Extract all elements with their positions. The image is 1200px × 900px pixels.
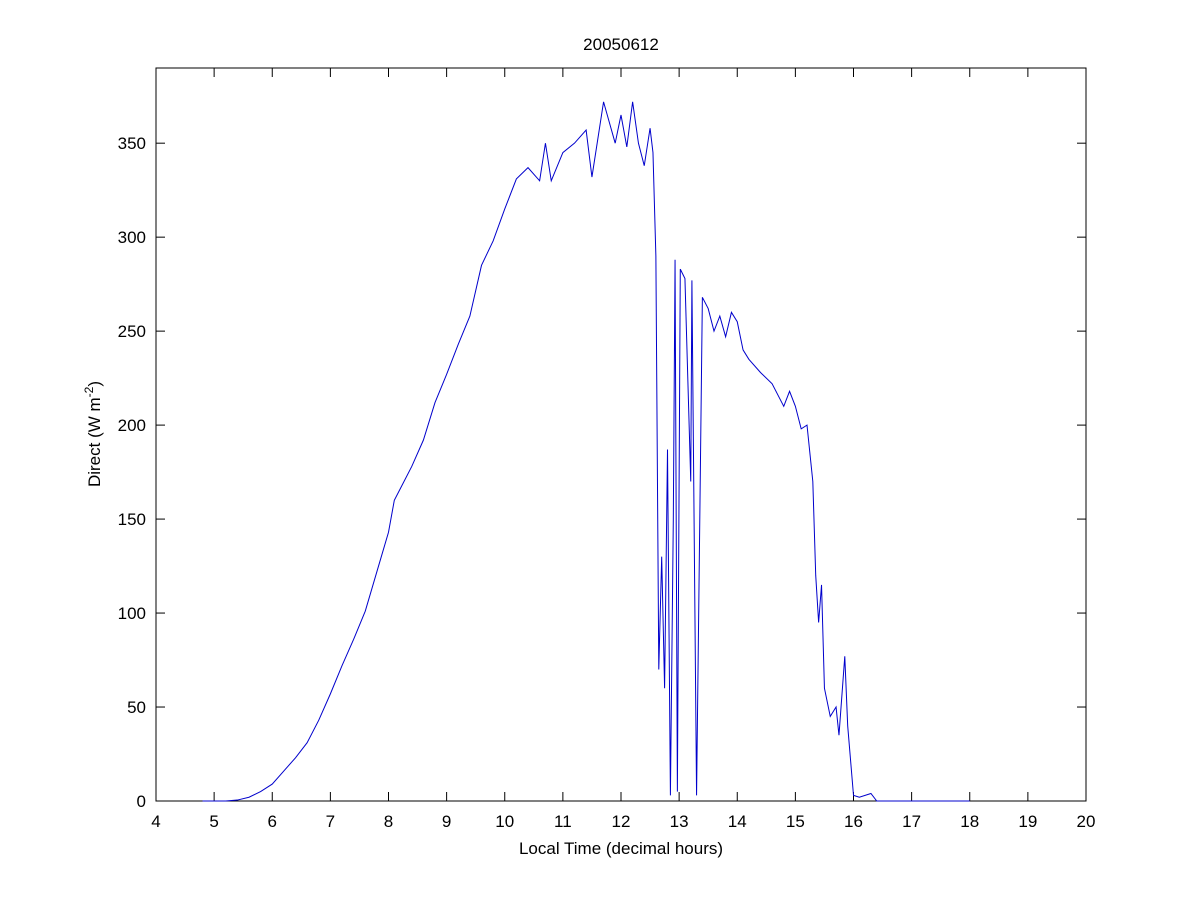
y-tick-label: 250 (118, 322, 146, 341)
x-tick-label: 15 (786, 812, 805, 831)
x-tick-label: 18 (960, 812, 979, 831)
y-label-text: Direct (W m (85, 397, 104, 487)
x-tick-label: 4 (151, 812, 160, 831)
x-tick-label: 12 (612, 812, 631, 831)
x-tick-label: 20 (1077, 812, 1096, 831)
y-tick-label: 200 (118, 416, 146, 435)
x-tick-label: 9 (442, 812, 451, 831)
x-tick-label: 13 (670, 812, 689, 831)
y-label-sup: -2 (82, 386, 96, 397)
x-tick-label: 5 (209, 812, 218, 831)
x-tick-label: 19 (1018, 812, 1037, 831)
x-tick-label: 10 (495, 812, 514, 831)
data-line (202, 101, 970, 802)
x-axis-label: Local Time (decimal hours) (519, 839, 723, 858)
y-tick-label: 350 (118, 134, 146, 153)
x-tick-label: 6 (268, 812, 277, 831)
x-tick-label: 11 (554, 812, 572, 831)
y-tick-label: 150 (118, 510, 146, 529)
chart-title: 20050612 (583, 35, 659, 54)
x-tick-label: 14 (728, 812, 747, 831)
y-tick-label: 300 (118, 228, 146, 247)
y-tick-label: 0 (137, 792, 146, 811)
y-tick-label: 50 (127, 698, 146, 717)
x-tick-label: 7 (326, 812, 335, 831)
x-tick-label: 17 (902, 812, 921, 831)
x-tick-label: 16 (844, 812, 863, 831)
y-label-suffix: ) (85, 381, 104, 387)
x-tick-label: 8 (384, 812, 393, 831)
y-axis-label: Direct (W m-2) (82, 381, 104, 487)
y-tick-label: 100 (118, 604, 146, 623)
